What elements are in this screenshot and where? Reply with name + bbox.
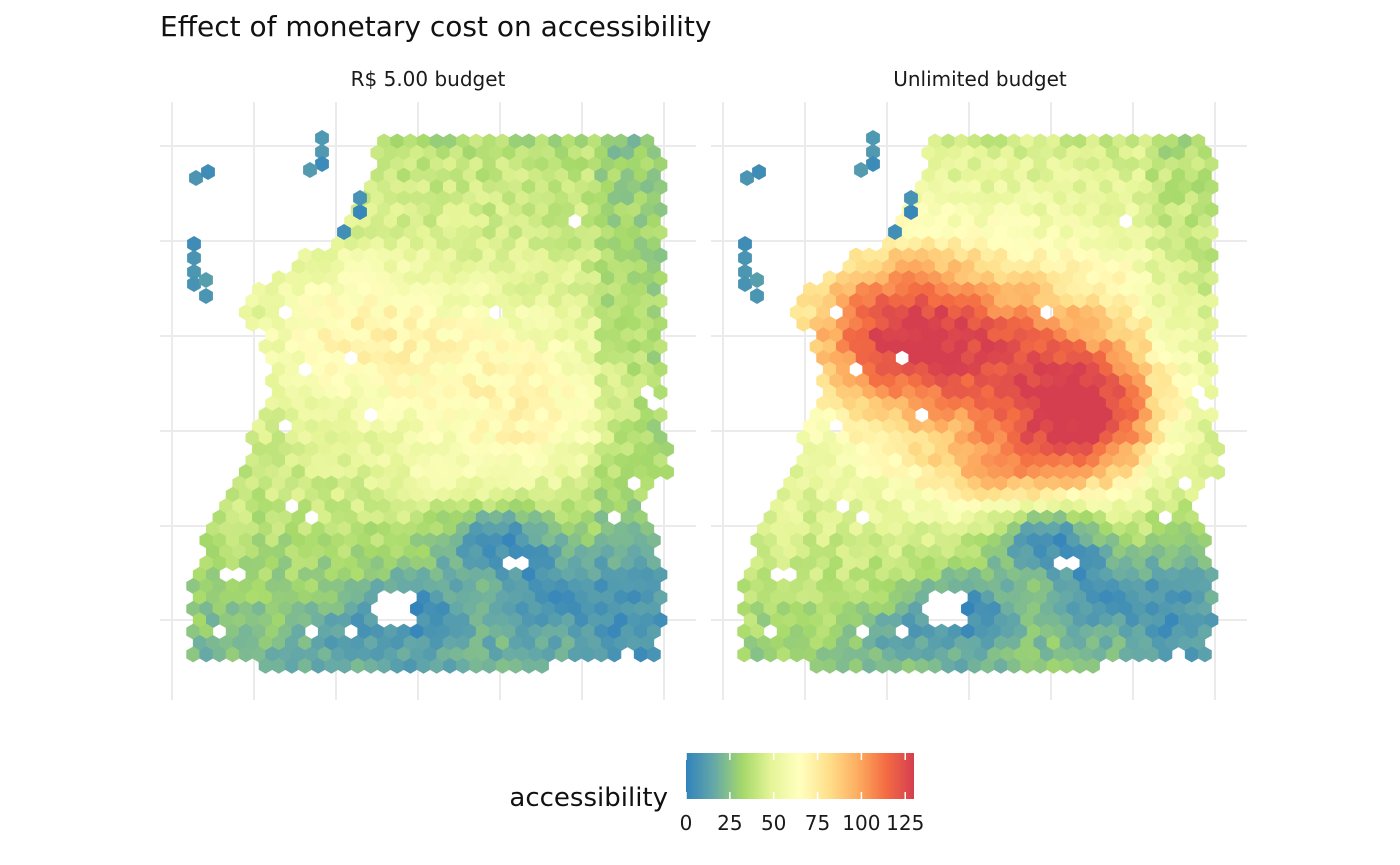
legend-tick-label: 100 [842,811,880,835]
legend-tick-label: 75 [805,811,830,835]
hex-cell [740,170,754,186]
chart-title: Effect of monetary cost on accessibility [160,10,711,43]
panel-strip-left: R$ 5.00 budget [351,67,506,91]
hex-cell [189,170,203,186]
hex-cell [660,464,674,480]
hex-cell [199,288,213,304]
hex-cell [303,162,317,178]
legend-tick-label: 0 [680,811,693,835]
hex-cell [866,156,880,172]
panel-right [711,102,1247,700]
hexes-right [737,130,1225,674]
hex-cell [187,250,201,266]
hex-cell [187,236,201,252]
legend-colorbar [686,753,914,799]
hex-cell [187,276,201,292]
hex-cell [854,162,868,178]
hex-cell [653,384,668,401]
legend-title: accessibility [509,783,668,813]
legend-tick-label: 25 [717,811,742,835]
hexes-left [186,130,674,674]
hex-cell [199,272,213,288]
hex-cell [752,164,766,180]
hex-cell [750,272,764,288]
panel-strip-right: Unlimited budget [893,67,1067,91]
hex-cell [866,130,880,146]
hex-cell [738,250,752,266]
hex-cell [201,164,215,180]
panel-left [160,102,696,700]
hex-cell [750,288,764,304]
hex-cell [738,236,752,252]
legend-tick-label: 125 [886,811,924,835]
hex-cell [315,156,329,172]
hex-cell [738,276,752,292]
legend-tick-label: 50 [761,811,786,835]
legend: accessibility 0 25 50 75 100 125 [509,753,924,835]
hex-cell [315,130,329,146]
